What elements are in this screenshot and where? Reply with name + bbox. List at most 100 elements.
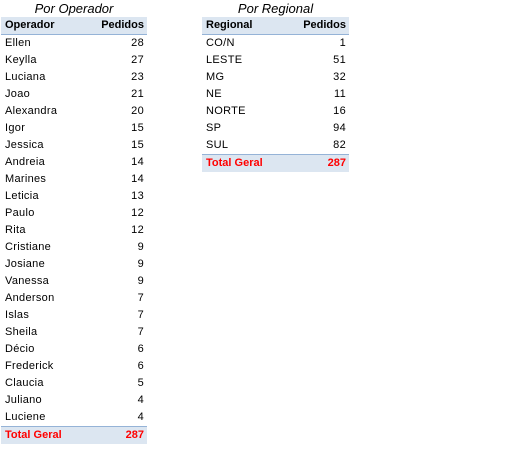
orders-cell: 16 [333, 105, 346, 117]
region-table-caption: Por Regional [237, 1, 314, 16]
operator-row: Leticia 13 [1, 188, 147, 205]
operator-row: Josiane 9 [1, 256, 147, 273]
operator-row: Andreia 14 [1, 154, 147, 171]
operator-row: Marines 14 [1, 171, 147, 188]
orders-cell: 7 [137, 292, 144, 304]
region-table: Por Regional Regional Pedidos CO/N 1 LESTE… [202, 0, 349, 172]
total-value: 287 [125, 429, 144, 441]
name-cell: Cristiane [5, 241, 52, 253]
orders-cell: 20 [131, 105, 144, 117]
orders-cell: 9 [137, 241, 144, 253]
operator-row: Jessica 15 [1, 137, 147, 154]
name-cell: Paulo [5, 207, 35, 219]
orders-cell: 9 [137, 258, 144, 270]
operator-row: Paulo 12 [1, 205, 147, 222]
operator-table-caption: Por Operador [34, 1, 114, 16]
orders-cell: 9 [137, 275, 144, 287]
name-cell: Anderson [5, 292, 55, 304]
orders-cell: 51 [333, 54, 346, 66]
name-cell: Keylla [5, 54, 37, 66]
name-cell: Luciene [5, 411, 46, 423]
name-cell: Claucia [5, 377, 44, 389]
orders-cell: 12 [131, 224, 144, 236]
operator-rows: Ellen 28 Keylla 27 Luciana 23 Joao 21 Alexandra 2… [1, 35, 147, 426]
orders-cell: 4 [137, 394, 144, 406]
name-cell: MG [206, 71, 225, 83]
name-cell: Rita [5, 224, 26, 236]
orders-cell: 14 [131, 173, 144, 185]
orders-cell: 7 [137, 326, 144, 338]
operator-row: Juliano 4 [1, 392, 147, 409]
operator-table: Por Operador Operador Pedidos Ellen 28 Key… [1, 0, 147, 444]
name-cell: SP [206, 122, 222, 134]
orders-cell: 7 [137, 309, 144, 321]
total-label: Total Geral [5, 429, 62, 441]
orders-cell: 5 [137, 377, 144, 389]
operator-row: Vanessa 9 [1, 273, 147, 290]
orders-cell: 15 [131, 139, 144, 151]
operator-row: Ellen 28 [1, 35, 147, 52]
name-cell: Sheila [5, 326, 38, 338]
operator-row: Joao 21 [1, 86, 147, 103]
orders-cell: 13 [131, 190, 144, 202]
operator-column-header: Operador [5, 19, 55, 31]
name-cell: NE [206, 88, 222, 100]
name-cell: LESTE [206, 54, 243, 66]
region-row: MG 32 [202, 69, 349, 86]
operator-row: Igor 15 [1, 120, 147, 137]
orders-cell: 27 [131, 54, 144, 66]
name-cell: Joao [5, 88, 31, 100]
name-cell: Josiane [5, 258, 46, 270]
operator-total-row: Total Geral 287 [1, 426, 147, 444]
name-cell: Juliano [5, 394, 42, 406]
operator-row: Islas 7 [1, 307, 147, 324]
operator-row: Anderson 7 [1, 290, 147, 307]
name-cell: CO/N [206, 37, 235, 49]
operator-row: Cristiane 9 [1, 239, 147, 256]
name-cell: NORTE [206, 105, 246, 117]
region-row: SUL 82 [202, 137, 349, 154]
orders-cell: 6 [137, 360, 144, 372]
orders-column-header: Pedidos [303, 19, 346, 31]
region-row: CO/N 1 [202, 35, 349, 52]
orders-cell: 28 [131, 37, 144, 49]
operator-row: Claucia 5 [1, 375, 147, 392]
region-row: SP 94 [202, 120, 349, 137]
orders-cell: 32 [333, 71, 346, 83]
orders-cell: 4 [137, 411, 144, 423]
orders-cell: 15 [131, 122, 144, 134]
name-cell: Islas [5, 309, 30, 321]
operator-row: Luciana 23 [1, 69, 147, 86]
region-table-header: Regional Pedidos [202, 17, 349, 35]
orders-cell: 12 [131, 207, 144, 219]
name-cell: Alexandra [5, 105, 58, 117]
orders-cell: 11 [333, 88, 346, 100]
orders-cell: 14 [131, 156, 144, 168]
total-value: 287 [327, 157, 346, 169]
operator-row: Frederick 6 [1, 358, 147, 375]
operator-row: Décio 6 [1, 341, 147, 358]
operator-table-header: Operador Pedidos [1, 17, 147, 35]
region-rows: CO/N 1 LESTE 51 MG 32 NE 11 NORTE 16 SP 94 SUL 82 [202, 35, 349, 154]
name-cell: Igor [5, 122, 26, 134]
orders-column-header: Pedidos [101, 19, 144, 31]
name-cell: Andreia [5, 156, 46, 168]
orders-cell: 1 [339, 37, 346, 49]
name-cell: Marines [5, 173, 47, 185]
region-row: NE 11 [202, 86, 349, 103]
operator-row: Luciene 4 [1, 409, 147, 426]
name-cell: Vanessa [5, 275, 50, 287]
region-row: NORTE 16 [202, 103, 349, 120]
orders-cell: 6 [137, 343, 144, 355]
name-cell: Jessica [5, 139, 44, 151]
name-cell: SUL [206, 139, 229, 151]
name-cell: Ellen [5, 37, 31, 49]
name-cell: Luciana [5, 71, 46, 83]
region-column-header: Regional [206, 19, 253, 31]
region-total-row: Total Geral 287 [202, 154, 349, 172]
operator-row: Alexandra 20 [1, 103, 147, 120]
total-label: Total Geral [206, 157, 263, 169]
operator-row: Sheila 7 [1, 324, 147, 341]
orders-cell: 23 [131, 71, 144, 83]
name-cell: Décio [5, 343, 35, 355]
